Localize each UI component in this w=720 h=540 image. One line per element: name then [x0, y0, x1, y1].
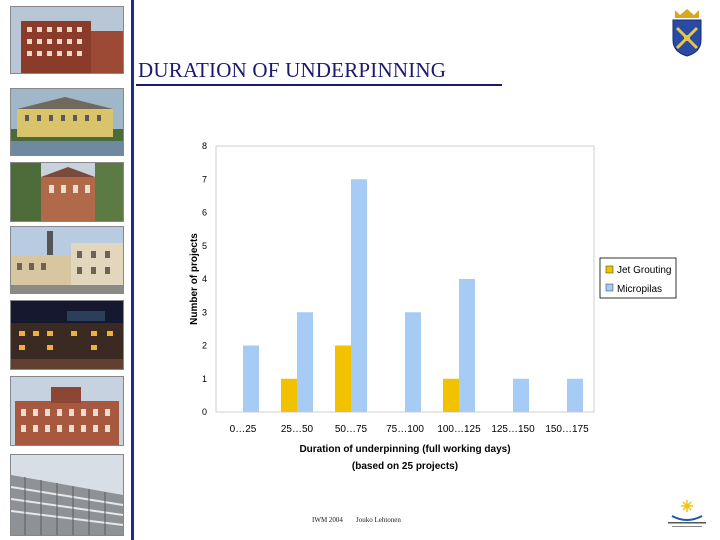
y-tick-label: 1 [202, 374, 207, 384]
city-crest-icon [672, 9, 702, 57]
bar-micropilas-5 [513, 378, 529, 412]
y-axis-label: Number of projects [189, 233, 200, 325]
slide-title: DURATION OF UNDERPINNING [138, 58, 447, 82]
bar-micropilas-0 [243, 345, 259, 412]
brick-building-photo [10, 6, 124, 74]
underpinning-duration-chart: 0 1 2 3 4 5 6 7 8 0…25 25…50 50…75 75…100 100…125 125… [189, 141, 677, 472]
villa-photo [10, 162, 124, 222]
x-tick-label: 75…100 [386, 424, 424, 435]
y-tick-label: 3 [202, 307, 207, 317]
bar-micropilas-1 [297, 312, 313, 412]
legend-swatch-jet-grouting [605, 265, 614, 274]
chart-legend: Jet Grouting Micropilas [599, 257, 677, 299]
y-tick-label: 7 [202, 174, 207, 184]
y-tick-label: 2 [202, 341, 207, 351]
yellow-building-photo [10, 88, 124, 156]
legend-label-jet-grouting: Jet Grouting [617, 265, 671, 276]
bar-jet-grouting-2 [335, 345, 351, 412]
y-tick-label: 5 [202, 241, 207, 251]
legend-label-micropilas: Micropilas [617, 284, 662, 295]
x-tick-label: 25…50 [281, 424, 314, 435]
x-tick-label: 50…75 [335, 424, 368, 435]
apartment-block-photo [10, 454, 124, 536]
bar-micropilas-3 [405, 312, 421, 412]
bar-jet-grouting-4 [443, 378, 459, 412]
x-tick-label: 100…125 [437, 424, 481, 435]
photo-strip [0, 0, 134, 540]
bar-jet-grouting-1 [281, 378, 297, 412]
title-underline [136, 84, 502, 86]
bar-micropilas-2 [351, 179, 367, 412]
x-tick-label: 125…150 [491, 424, 535, 435]
bar-micropilas-6 [567, 378, 583, 412]
side-accent-bar [131, 0, 134, 540]
x-axis-label-note: (based on 25 projects) [352, 461, 458, 472]
organization-logo-icon [668, 500, 706, 527]
footer-event: IWM 2004 [312, 516, 343, 524]
night-street-photo [10, 300, 124, 370]
y-tick-label: 4 [202, 274, 207, 284]
bar-micropilas-4 [459, 279, 475, 412]
y-tick-label: 6 [202, 208, 207, 218]
x-axis-label: Duration of underpinning (full working d… [299, 444, 510, 455]
x-tick-label: 150…175 [545, 424, 589, 435]
y-tick-label: 0 [202, 407, 207, 417]
institution-building-photo [10, 376, 124, 446]
x-tick-label: 0…25 [230, 424, 257, 435]
footer-author: Jouko Lehtonen [356, 516, 401, 524]
y-tick-label: 8 [202, 141, 207, 151]
church-street-photo [10, 226, 124, 294]
legend-swatch-micropilas [605, 283, 614, 292]
